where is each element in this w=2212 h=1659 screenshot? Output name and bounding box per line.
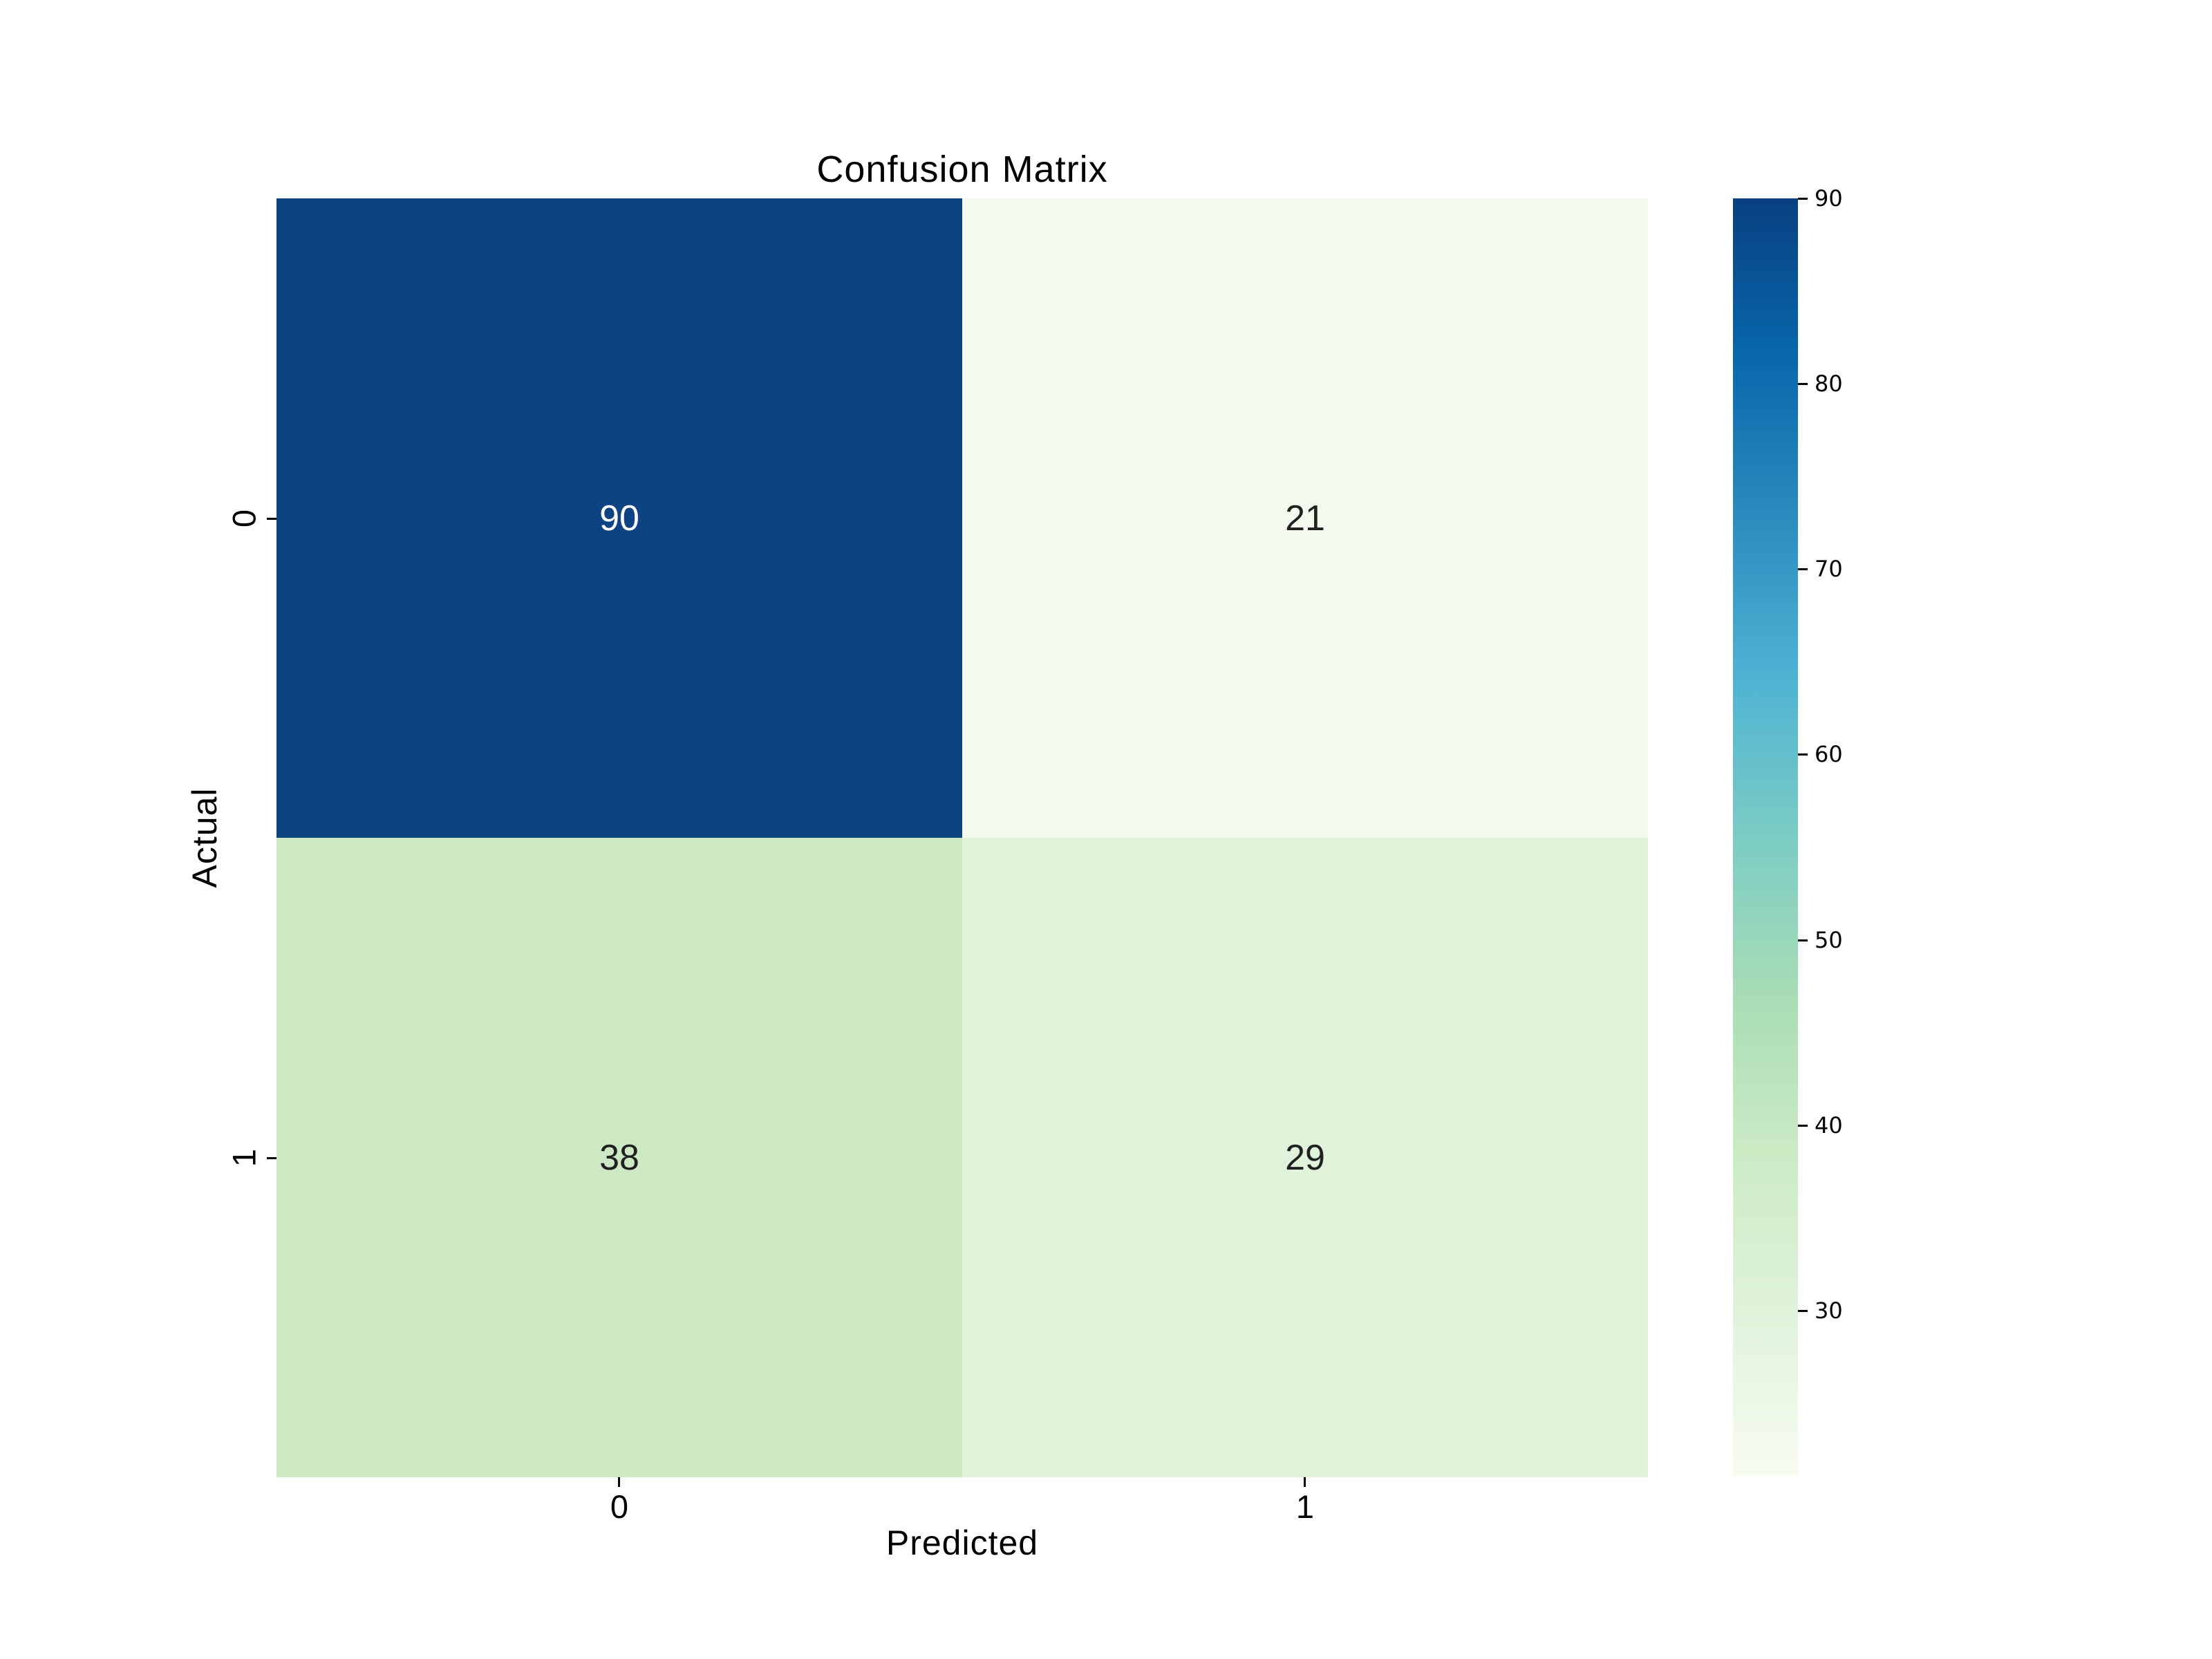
- y-axis-label: Actual: [185, 787, 224, 888]
- colorbar-tick-mark: [1798, 198, 1808, 200]
- cell-value: 21: [1285, 498, 1325, 538]
- x-axis-tick-mark-0: [618, 1477, 620, 1487]
- colorbar: 90 80 70 60 50 40 30: [1733, 185, 1843, 1476]
- colorbar-tick-mark: [1798, 939, 1808, 941]
- heatmap-cell-actual0-predicted0: 90: [276, 198, 962, 838]
- x-axis-label: Predicted: [885, 1524, 1039, 1562]
- heatmap-cell-actual0-predicted1: 21: [962, 198, 1648, 838]
- colorbar-gradient: [1733, 198, 1798, 1476]
- colorbar-tick-label: 90: [1815, 185, 1843, 212]
- colorbar-tick-mark: [1798, 753, 1808, 756]
- colorbar-tick-label: 40: [1815, 1112, 1843, 1138]
- cell-value: 29: [1285, 1137, 1325, 1178]
- colorbar-tick-label: 30: [1815, 1297, 1843, 1324]
- cell-value: 38: [599, 1137, 639, 1178]
- chart-title: Confusion Matrix: [816, 149, 1108, 190]
- colorbar-tick-mark: [1798, 1125, 1808, 1127]
- heatmap-cell-actual1-predicted1: 29: [962, 838, 1648, 1477]
- y-axis-tick-mark-1: [267, 1157, 276, 1159]
- colorbar-tick-label: 50: [1815, 927, 1843, 953]
- x-axis-tick-label-0: 0: [610, 1488, 629, 1525]
- colorbar-tick-label: 80: [1815, 371, 1843, 397]
- cell-value: 90: [599, 498, 639, 538]
- heatmap-grid: 90 21 38 29: [276, 198, 1648, 1477]
- colorbar-tick-mark: [1798, 383, 1808, 385]
- y-axis-tick-label-1: 1: [225, 1148, 263, 1168]
- y-axis-tick-label-0: 0: [225, 509, 263, 528]
- colorbar-tick-label: 70: [1815, 556, 1843, 582]
- heatmap-cell-actual1-predicted0: 38: [276, 838, 962, 1477]
- colorbar-tick-mark: [1798, 568, 1808, 570]
- y-axis-tick-mark-0: [267, 518, 276, 520]
- x-axis-tick-mark-1: [1304, 1477, 1306, 1487]
- x-axis-tick-label-1: 1: [1295, 1488, 1315, 1525]
- colorbar-tick-label: 60: [1815, 741, 1843, 767]
- colorbar-tick-mark: [1798, 1310, 1808, 1312]
